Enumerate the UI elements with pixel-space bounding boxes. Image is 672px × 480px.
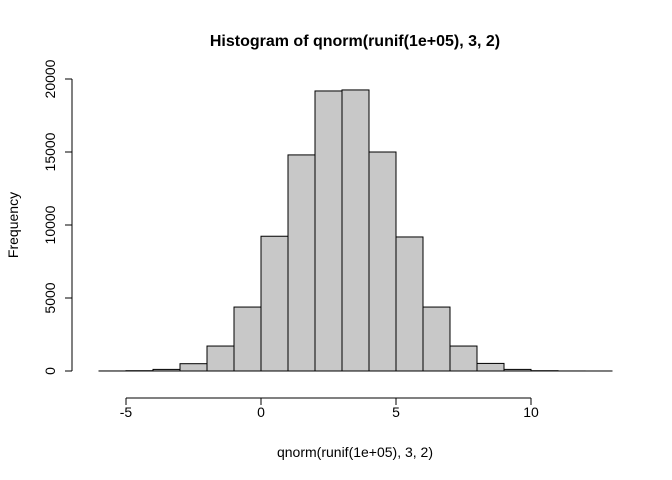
- bar: [476, 362, 505, 372]
- bar: [287, 154, 316, 372]
- bar: [368, 151, 397, 372]
- bar: [233, 306, 262, 372]
- bar: [341, 89, 370, 372]
- x-tick-label: 0: [257, 404, 265, 420]
- y-tick-label: 5000: [42, 282, 58, 313]
- bar: [314, 90, 343, 372]
- y-tick-label: 20000: [42, 59, 58, 98]
- y-tick-label: 10000: [42, 205, 58, 244]
- y-axis-label: Frequency: [5, 192, 21, 258]
- x-tick-label: 5: [392, 404, 400, 420]
- bar: [260, 235, 289, 372]
- x-axis-label: qnorm(runif(1e+05), 3, 2): [277, 444, 433, 460]
- x-tick-label: -5: [120, 404, 133, 420]
- bar: [152, 368, 181, 372]
- bar: [449, 345, 478, 372]
- bar: [179, 363, 208, 372]
- x-tick-label: 10: [523, 404, 539, 420]
- y-tick-label: 0: [42, 367, 58, 375]
- y-tick-label: 15000: [42, 132, 58, 171]
- bar: [206, 345, 235, 372]
- chart-title: Histogram of qnorm(runif(1e+05), 3, 2): [210, 33, 500, 50]
- bar: [503, 368, 532, 372]
- bar: [395, 236, 424, 372]
- bar: [422, 306, 451, 372]
